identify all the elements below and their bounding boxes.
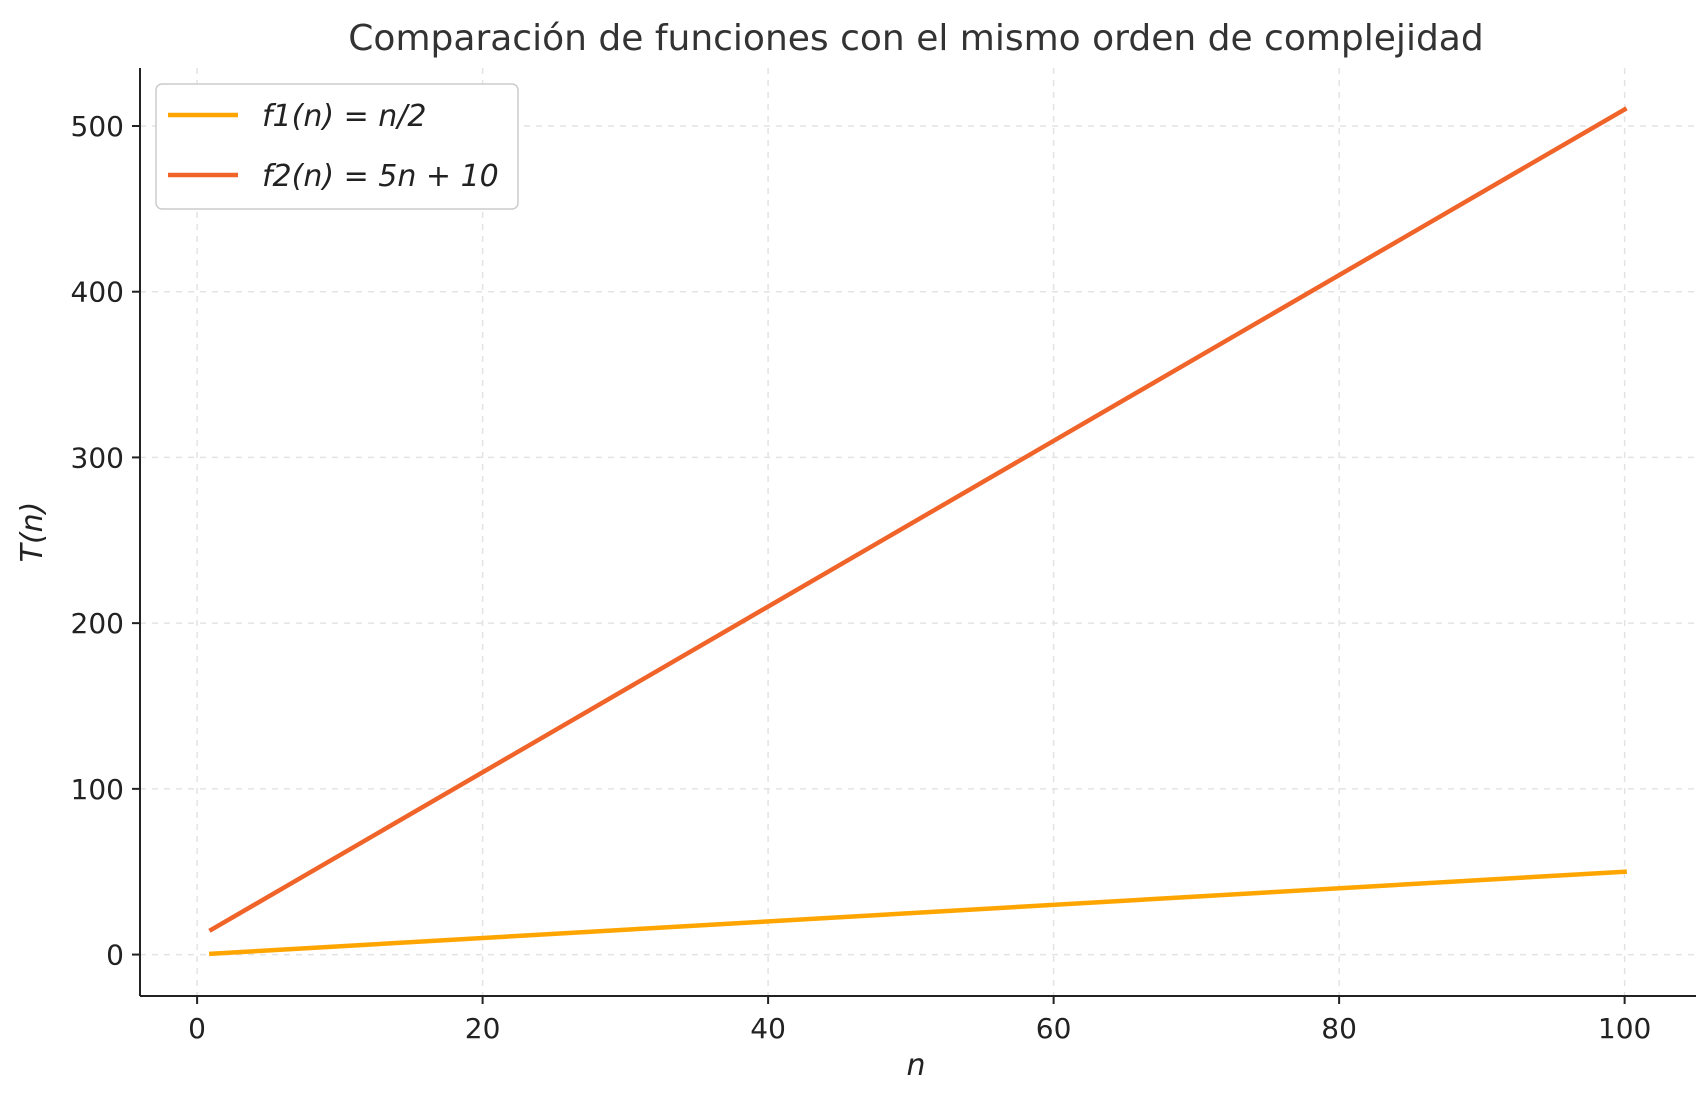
y-tick-label: 400 — [71, 276, 124, 309]
y-tick-label: 100 — [71, 773, 124, 806]
series-line-f1 — [208, 869, 1628, 957]
legend-label-f1: f1(n) = n/2 — [262, 99, 427, 134]
series-line-f2 — [208, 106, 1628, 933]
series-lines — [208, 106, 1628, 957]
x-tick-label: 100 — [1598, 1012, 1651, 1045]
y-tick-label: 500 — [71, 110, 124, 143]
ticks: 0 20 40 60 80 100 0 100 200 300 400 500 — [71, 110, 1652, 1045]
grid — [140, 68, 1696, 996]
y-tick-label: 300 — [71, 441, 124, 474]
x-tick-label: 40 — [750, 1012, 786, 1045]
x-axis-label: n — [906, 1048, 925, 1083]
y-tick-label: 200 — [71, 607, 124, 640]
chart-title: Comparación de funciones con el mismo or… — [348, 18, 1483, 59]
legend-box — [155, 83, 519, 210]
x-tick-label: 0 — [188, 1012, 206, 1045]
x-tick-label: 80 — [1321, 1012, 1357, 1045]
y-tick-label: 0 — [106, 939, 124, 972]
x-tick-label: 60 — [1036, 1012, 1072, 1045]
legend: f1(n) = n/2 f2(n) = 5n + 10 — [155, 83, 519, 210]
legend-label-f2: f2(n) = 5n + 10 — [262, 159, 499, 194]
y-axis-label: T(n) — [15, 502, 50, 563]
x-tick-label: 20 — [465, 1012, 501, 1045]
